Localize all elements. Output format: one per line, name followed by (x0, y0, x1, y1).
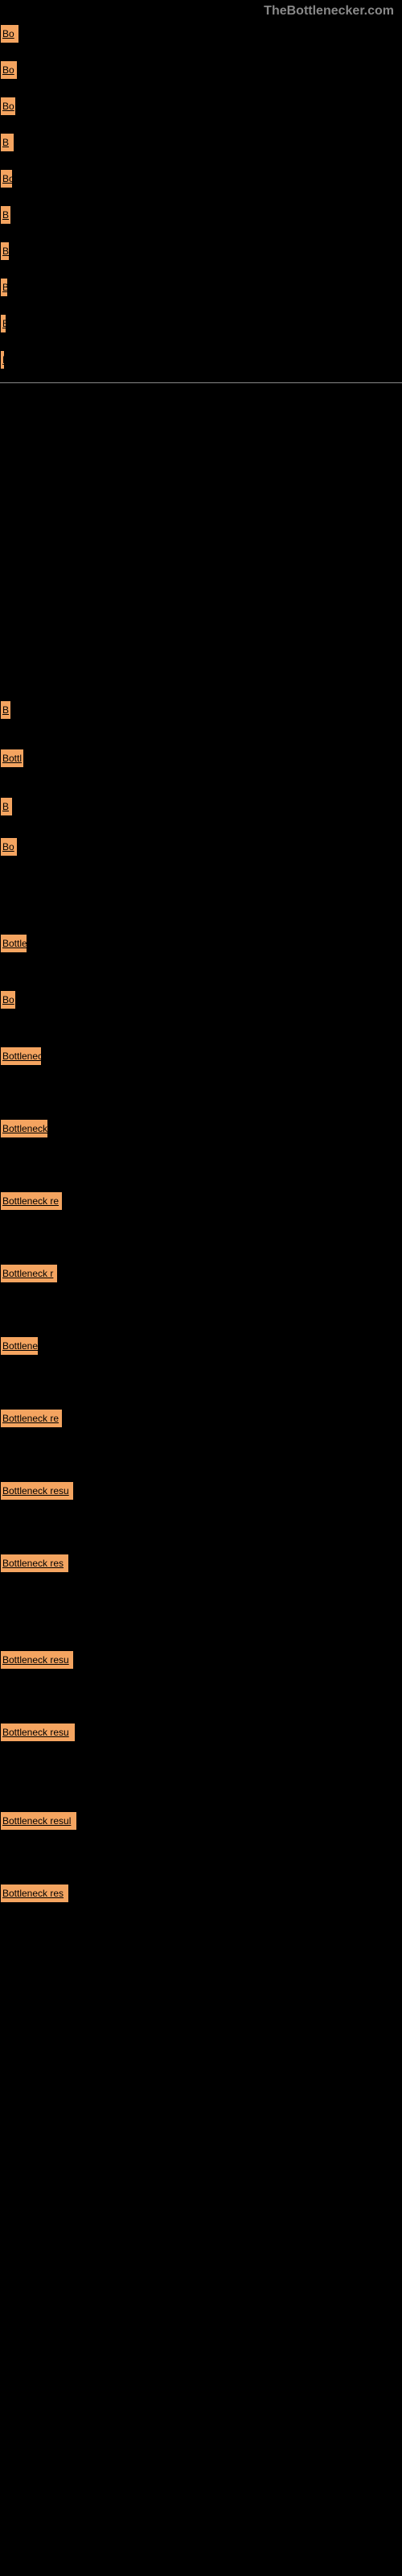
bottleneck-link-item[interactable]: Bottleneck resu (0, 1723, 76, 1742)
bottleneck-link-item[interactable]: Bo (0, 169, 13, 188)
bottleneck-link-item[interactable]: Bottleneck re (0, 1191, 63, 1211)
bottleneck-link-item[interactable]: Bottleneck res (0, 1554, 69, 1573)
bottleneck-link-item[interactable]: B (0, 133, 14, 152)
bottleneck-link-item[interactable]: Bottlene (0, 1336, 39, 1356)
bottleneck-link-item[interactable]: Bottle (0, 934, 27, 953)
watermark-text: TheBottlenecker.com (264, 4, 394, 19)
bottleneck-link-item[interactable]: Bo (0, 990, 16, 1009)
bottleneck-link-item[interactable]: Bo (0, 837, 18, 857)
bottleneck-link-item[interactable]: Bottleneck r (0, 1264, 58, 1283)
bottleneck-link-item[interactable]: B (0, 797, 13, 816)
bottleneck-link-item[interactable]: Bottleneck resu (0, 1481, 74, 1501)
bottleneck-link-item[interactable]: Bottleneck (0, 1119, 48, 1138)
bottleneck-link-item[interactable]: Bottleneck resul (0, 1811, 77, 1831)
bottleneck-link-item[interactable]: Bo (0, 60, 18, 80)
bottleneck-link-item[interactable]: B (0, 278, 8, 297)
bottleneck-link-item[interactable]: B (0, 242, 10, 261)
bottleneck-link-item[interactable]: B (0, 205, 11, 225)
bottleneck-link-item[interactable]: Bottleneck (0, 1046, 42, 1066)
bottleneck-link-item[interactable]: Bottleneck re (0, 1409, 63, 1428)
bottleneck-link-item[interactable]: Bo (0, 24, 19, 43)
chart-container: TheBottlenecker.com BoBoBoBBoBBBBBBBottl… (0, 0, 402, 2576)
bottleneck-link-item[interactable]: B (0, 700, 11, 720)
bottleneck-link-item[interactable]: Bottl (0, 749, 24, 768)
bottleneck-link-item[interactable]: Bottleneck res (0, 1884, 69, 1903)
bottleneck-link-item[interactable]: B (0, 350, 5, 369)
bottleneck-link-item[interactable]: Bo (0, 97, 16, 116)
axis-line (0, 382, 402, 383)
bottleneck-link-item[interactable]: Bottleneck resu (0, 1650, 74, 1670)
bottleneck-link-item[interactable]: B (0, 314, 6, 333)
